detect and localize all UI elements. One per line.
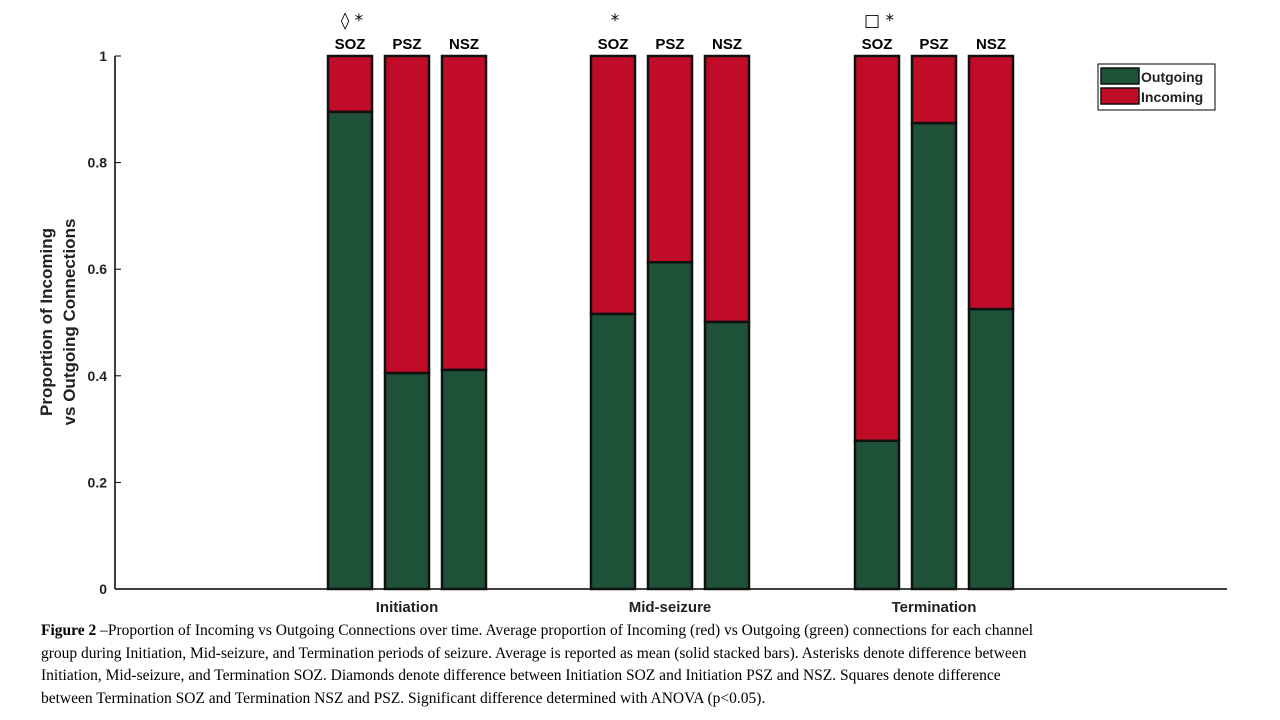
figure-caption: Figure 2 –Proportion of Incoming vs Outg…: [41, 620, 1261, 710]
x-group-label: Termination: [892, 599, 977, 616]
y-axis-label-line: vs Outgoing Connections: [60, 219, 79, 426]
bar-outgoing: [646, 261, 694, 591]
significance-marker: □ *: [864, 11, 894, 31]
legend-swatch-outgoing: [1100, 67, 1140, 85]
bar-incoming: [383, 54, 431, 375]
bar-outgoing: [383, 371, 431, 591]
bar-outgoing: [326, 110, 374, 591]
bar-incoming: [589, 54, 637, 316]
x-group-label: Mid-seizure: [629, 599, 712, 616]
legend-label-incoming: Incoming: [1141, 89, 1203, 105]
y-tick-label: 1: [99, 48, 107, 64]
y-axis-label: Proportion of Incoming vs Outgoing Connec…: [37, 219, 79, 426]
bar-outgoing: [440, 368, 488, 591]
bar-incoming: [967, 54, 1015, 311]
bar-outgoing: [853, 439, 901, 591]
caption-line-4: between Termination SOZ and Termination …: [41, 689, 766, 707]
significance-marker: ◊ *: [341, 11, 363, 31]
bar-label: SOZ: [598, 36, 629, 53]
bar-outgoing: [703, 320, 751, 591]
bar-outgoing: [589, 312, 637, 591]
bar-incoming: [910, 54, 958, 125]
caption-line-1: Figure 2 –Proportion of Incoming vs Outg…: [41, 622, 1034, 639]
stacked-bar-chart: 0 0.2 0.4 0.6 0.8 1 Proportion of Incoming vs O…: [37, 11, 1227, 616]
bar-label: NSZ: [712, 36, 742, 53]
bar-outgoing: [967, 307, 1015, 591]
y-tick-label: 0.8: [88, 155, 108, 171]
bar-label: PSZ: [392, 36, 421, 53]
caption-label: Figure 2: [41, 622, 97, 639]
y-tick-label: 0.4: [88, 368, 108, 384]
bar-label: SOZ: [335, 36, 366, 53]
bar-incoming: [703, 54, 751, 324]
y-tick-label: 0: [99, 581, 107, 597]
bar-incoming: [326, 54, 374, 114]
bar-label: PSZ: [919, 36, 948, 53]
bar-incoming: [646, 54, 694, 264]
caption-line-2: group during Initiation, Mid-seizure, an…: [41, 644, 1027, 662]
caption-line-3: Initiation, Mid-seizure, and Termination…: [41, 667, 1001, 684]
significance-marker: *: [611, 11, 620, 31]
bar-incoming: [853, 54, 901, 443]
bar-label: SOZ: [862, 36, 893, 53]
y-tick-label: 0.6: [88, 261, 108, 277]
bar-outgoing: [910, 121, 958, 591]
y-tick-label: 0.2: [88, 474, 108, 490]
bar-label: NSZ: [976, 36, 1006, 53]
legend-label-outgoing: Outgoing: [1141, 69, 1203, 85]
legend-swatch-incoming: [1100, 87, 1140, 105]
x-group-label: Initiation: [376, 599, 439, 616]
bar-label: NSZ: [449, 36, 479, 53]
bar-label: PSZ: [655, 36, 684, 53]
bar-incoming: [440, 54, 488, 372]
y-axis-label-line: Proportion of Incoming: [37, 228, 56, 416]
